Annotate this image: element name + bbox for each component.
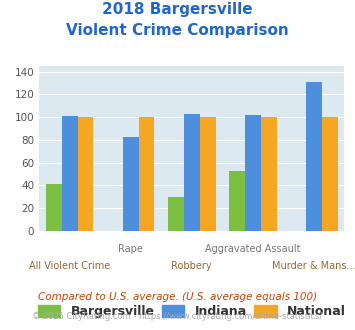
- Bar: [245, 115, 261, 231]
- Bar: [62, 116, 77, 231]
- Bar: [184, 114, 200, 231]
- Bar: [168, 197, 184, 231]
- Text: 2018 Bargersville: 2018 Bargersville: [102, 2, 253, 16]
- Text: Robbery: Robbery: [171, 261, 212, 271]
- Text: © 2025 CityRating.com - https://www.cityrating.com/crime-statistics/: © 2025 CityRating.com - https://www.city…: [32, 312, 323, 321]
- Bar: [77, 117, 93, 231]
- Bar: [46, 184, 62, 231]
- Text: Compared to U.S. average. (U.S. average equals 100): Compared to U.S. average. (U.S. average …: [38, 292, 317, 302]
- Bar: [306, 82, 322, 231]
- Bar: [322, 117, 338, 231]
- Bar: [261, 117, 277, 231]
- Text: Aggravated Assault: Aggravated Assault: [205, 244, 301, 254]
- Text: Rape: Rape: [118, 244, 143, 254]
- Text: Violent Crime Comparison: Violent Crime Comparison: [66, 23, 289, 38]
- Bar: [123, 137, 138, 231]
- Bar: [200, 117, 215, 231]
- Text: All Violent Crime: All Violent Crime: [29, 261, 110, 271]
- Bar: [229, 171, 245, 231]
- Bar: [138, 117, 154, 231]
- Text: Murder & Mans...: Murder & Mans...: [272, 261, 355, 271]
- Legend: Bargersville, Indiana, National: Bargersville, Indiana, National: [33, 300, 350, 323]
